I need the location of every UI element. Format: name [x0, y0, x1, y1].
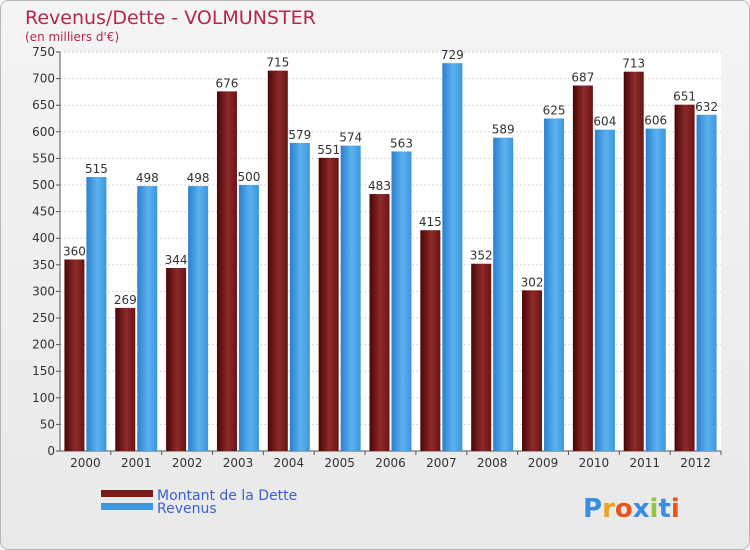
bar-revenus — [238, 185, 259, 451]
value-label: 729 — [441, 48, 464, 62]
bar-revenus — [442, 63, 463, 452]
bar-dette — [572, 85, 593, 452]
bar-revenus — [137, 186, 158, 451]
x-tick-label: 2005 — [324, 456, 355, 470]
x-tick-label: 2010 — [579, 456, 610, 470]
y-tick-label: 250 — [32, 311, 55, 325]
bar-dette — [166, 267, 187, 451]
value-label: 483 — [368, 179, 391, 193]
plot-area — [60, 52, 721, 451]
y-tick-label: 500 — [32, 178, 55, 192]
x-tick-label: 2000 — [70, 456, 101, 470]
value-label: 676 — [216, 76, 239, 90]
value-label: 604 — [593, 115, 616, 129]
bar-dette — [674, 104, 695, 451]
x-tick-label: 2001 — [121, 456, 152, 470]
y-tick-label: 750 — [32, 45, 55, 59]
value-label: 515 — [85, 162, 108, 176]
value-label: 632 — [695, 100, 718, 114]
x-tick-label: 2011 — [629, 456, 660, 470]
bar-revenus — [645, 128, 666, 451]
bar-revenus — [188, 186, 209, 451]
legend-label-debt: Montant de la Dette — [157, 488, 297, 504]
y-tick-label: 700 — [32, 72, 55, 86]
proxiti-logo: Proxiti — [583, 494, 680, 524]
legend-swatch-revenus — [101, 503, 153, 510]
value-label: 352 — [470, 249, 493, 263]
y-tick-label: 650 — [32, 98, 55, 112]
x-tick-label: 2003 — [223, 456, 254, 470]
bar-revenus — [289, 142, 310, 452]
value-label: 606 — [644, 114, 667, 128]
value-label: 713 — [622, 57, 645, 71]
value-label: 415 — [419, 215, 442, 229]
bar-revenus — [86, 177, 107, 451]
y-tick-label: 400 — [32, 231, 55, 245]
x-tick-label: 2007 — [426, 456, 457, 470]
value-label: 589 — [492, 123, 515, 137]
y-tick-label: 450 — [32, 205, 55, 219]
chart-subtitle: (en milliers d'€) — [25, 30, 119, 44]
x-tick-label: 2004 — [274, 456, 305, 470]
value-label: 269 — [114, 293, 137, 307]
legend-swatch-debt — [101, 490, 153, 497]
bar-dette — [64, 259, 85, 451]
bar-revenus — [594, 129, 615, 451]
y-tick-label: 300 — [32, 284, 55, 298]
value-label: 579 — [288, 128, 311, 142]
logo-text: Proxiti — [583, 494, 680, 524]
bar-dette — [267, 70, 288, 452]
value-label: 302 — [521, 275, 544, 289]
bar-dette — [318, 157, 339, 452]
y-tick-label: 0 — [47, 444, 55, 458]
value-label: 574 — [339, 131, 362, 145]
grid — [60, 51, 721, 452]
y-tick-label: 550 — [32, 151, 55, 165]
legend: Montant de la Dette Revenus — [101, 488, 297, 517]
value-label: 498 — [187, 171, 210, 185]
y-tick-label: 100 — [32, 391, 55, 405]
value-label: 651 — [673, 90, 696, 104]
bar-revenus — [391, 151, 412, 451]
y-tick-label: 150 — [32, 364, 55, 378]
value-label: 360 — [63, 244, 86, 258]
chart-title: Revenus/Dette - VOLMUNSTER — [25, 7, 316, 29]
y-tick-label: 200 — [32, 338, 55, 352]
bar-dette — [623, 71, 644, 452]
bars — [64, 63, 717, 452]
bar-dette — [420, 230, 441, 451]
bar-dette — [522, 290, 543, 451]
bar-dette — [369, 194, 390, 451]
bar-revenus — [544, 118, 565, 451]
x-tick-label: 2008 — [477, 456, 508, 470]
bar-dette — [471, 263, 492, 451]
value-label: 563 — [390, 136, 413, 150]
bar-revenus — [493, 137, 514, 452]
value-label: 625 — [543, 104, 566, 118]
x-tick-label: 2009 — [528, 456, 559, 470]
value-label: 500 — [238, 170, 261, 184]
bar-dette — [115, 307, 136, 451]
bar-revenus — [696, 114, 717, 451]
x-tick-label: 2002 — [172, 456, 203, 470]
axes: 0 50 100 150 200 250 300 350 400 450 500 550 600 650 7… — [32, 45, 722, 470]
x-tick-label: 2006 — [375, 456, 406, 470]
bar-dette — [216, 91, 237, 452]
value-label: 551 — [317, 143, 340, 157]
value-label: 498 — [136, 171, 159, 185]
x-tick-label: 2012 — [680, 456, 711, 470]
bar-revenus — [340, 145, 361, 451]
y-tick-label: 350 — [32, 258, 55, 272]
value-label: 344 — [165, 253, 188, 267]
value-label: 687 — [571, 71, 594, 85]
legend-label-revenus: Revenus — [157, 501, 217, 517]
y-tick-label: 600 — [32, 125, 55, 139]
y-tick-label: 50 — [40, 417, 55, 431]
value-label: 715 — [266, 56, 289, 70]
